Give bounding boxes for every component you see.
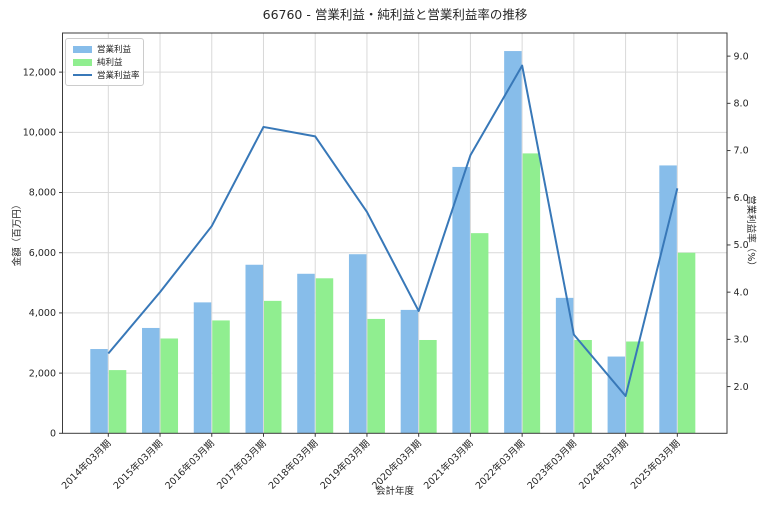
net-profit-bar [677, 252, 696, 434]
operating-profit-bar [555, 297, 574, 434]
legend-item-operating-profit: 営業利益 [73, 44, 137, 55]
right-tick-label: 4.0 [734, 287, 749, 298]
operating-profit-bar [245, 264, 263, 434]
x-axis-label: 会計年度 [375, 486, 414, 497]
operating-profit-bar [90, 349, 108, 434]
left-tick-label: 0 [50, 429, 56, 440]
left-y-axis-label: 金額（百万円） [12, 199, 23, 267]
operating-profit-bar [193, 302, 212, 434]
left-tick-label: 8,000 [29, 188, 56, 199]
left-tick-label: 4,000 [29, 308, 56, 319]
legend: 営業利益 純利益 営業利益率 [65, 38, 144, 86]
right-tick-label: 6.0 [734, 193, 749, 204]
net-profit-bar [263, 300, 282, 434]
legend-label: 営業利益率 [97, 71, 140, 81]
left-tick-label: 2,000 [29, 368, 56, 379]
net-profit-bar [315, 278, 334, 434]
operating-profit-bar [607, 356, 626, 434]
legend-label: 純利益 [97, 58, 123, 68]
right-y-axis-label: 営業利益率（%） [745, 195, 756, 271]
operating-profit-bar [504, 51, 522, 434]
left-tick-label: 12,000 [23, 67, 56, 78]
right-tick-label: 9.0 [734, 51, 749, 62]
left-tick-label: 6,000 [29, 248, 56, 259]
net-profit-bar [470, 233, 489, 434]
net-profit-bar [108, 370, 127, 434]
right-tick-label: 5.0 [734, 240, 749, 251]
net-profit-bar [367, 318, 385, 434]
operating-profit-bar [348, 254, 367, 434]
operating-profit-bar [400, 309, 419, 434]
operating-profit-bar [297, 273, 315, 434]
legend-item-profit-margin: 営業利益率 [73, 70, 140, 81]
right-tick-label: 7.0 [734, 146, 749, 157]
net-profit-bar [160, 338, 179, 434]
net-profit-bar [419, 339, 437, 434]
right-tick-label: 2.0 [734, 382, 749, 393]
operating-profit-bar [452, 166, 470, 434]
operating-profit-bar [142, 327, 160, 434]
net-profit-bar [574, 339, 592, 434]
operating-profit-bar [659, 165, 677, 434]
left-tick-label: 10,000 [23, 128, 56, 139]
right-tick-label: 8.0 [734, 99, 749, 110]
net-profit-bar [626, 341, 644, 434]
net-profit-bar [212, 320, 230, 434]
legend-label: 営業利益 [97, 45, 132, 55]
legend-item-net-profit: 純利益 [73, 57, 137, 68]
net-profit-swatch [73, 58, 92, 66]
chart-title: 66760 - 営業利益・純利益と営業利益率の推移 [262, 7, 528, 22]
right-tick-label: 3.0 [734, 335, 749, 346]
plot-border [62, 32, 728, 434]
profit-margin-line [107, 64, 679, 398]
operating-profit-swatch [73, 45, 92, 53]
profit-margin-line-swatch [73, 74, 92, 76]
net-profit-bar [522, 153, 541, 434]
